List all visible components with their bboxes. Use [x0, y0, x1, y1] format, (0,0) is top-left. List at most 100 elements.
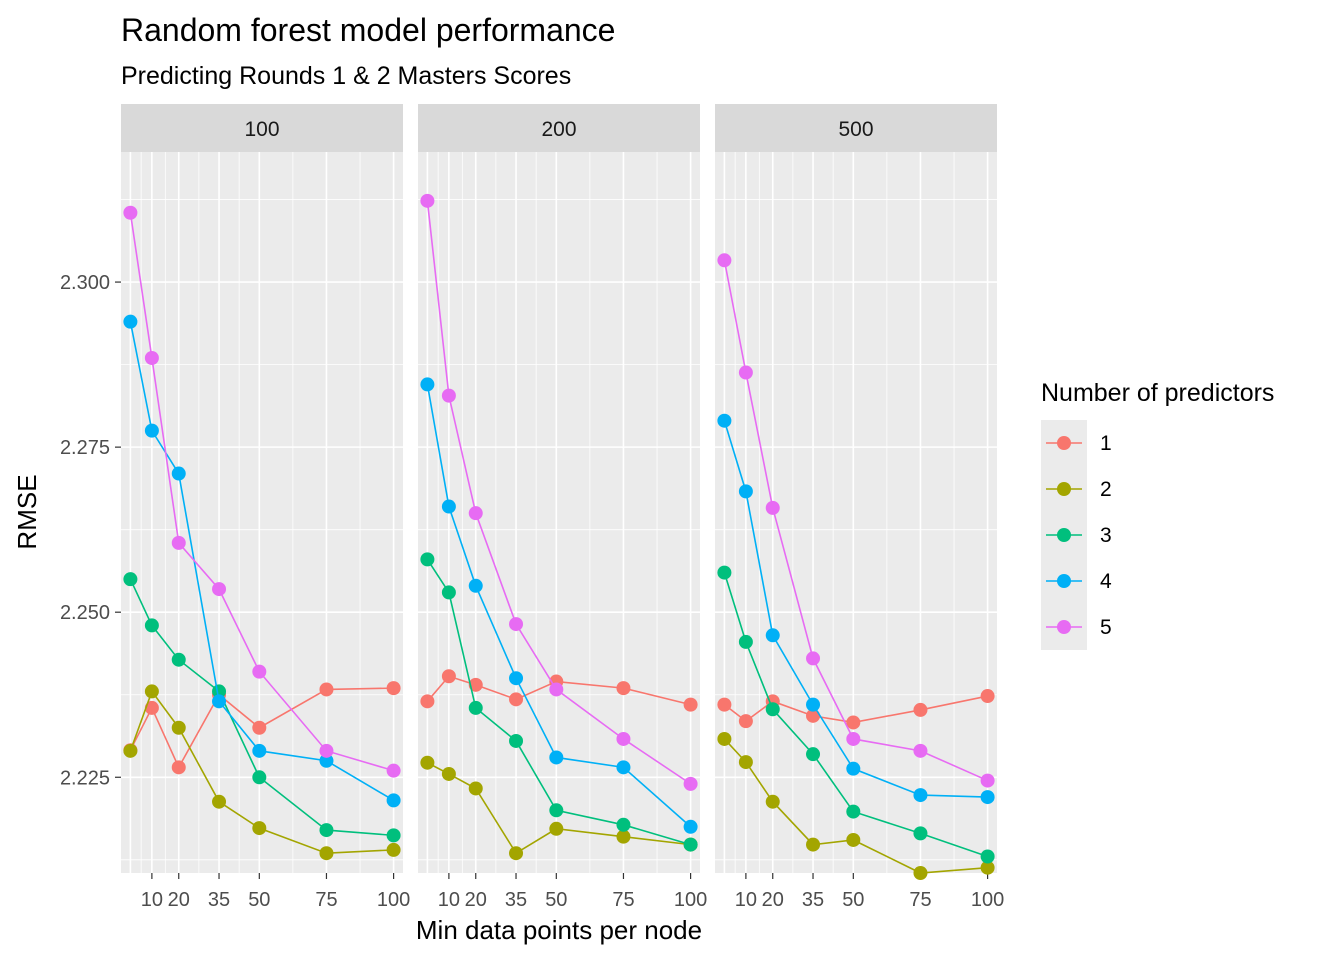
- data-point: [386, 793, 401, 808]
- data-point: [319, 823, 334, 838]
- data-point: [386, 842, 401, 857]
- legend-item-3: 3: [1046, 524, 1112, 547]
- data-point: [420, 755, 435, 770]
- data-point: [717, 253, 732, 268]
- data-point: [171, 760, 186, 775]
- series-2: [717, 731, 995, 880]
- data-point: [468, 700, 483, 715]
- data-point: [212, 684, 227, 699]
- y-tick-label: 2.275: [60, 437, 110, 459]
- data-point: [212, 794, 227, 809]
- data-point: [386, 763, 401, 778]
- data-point: [509, 617, 524, 632]
- data-point: [683, 819, 698, 834]
- series-3: [420, 552, 698, 852]
- data-point: [683, 697, 698, 712]
- data-point: [738, 365, 753, 380]
- data-point: [468, 781, 483, 796]
- legend-item-4: 4: [1046, 570, 1112, 593]
- facet-strip: [715, 104, 997, 152]
- x-tick-label: 100: [674, 889, 707, 911]
- data-point: [420, 552, 435, 567]
- data-point: [846, 761, 861, 776]
- data-point: [765, 628, 780, 643]
- data-point: [913, 866, 928, 880]
- data-point: [123, 314, 138, 329]
- panel-background: [418, 152, 700, 873]
- data-point: [717, 697, 732, 712]
- data-point: [123, 743, 138, 758]
- data-point: [806, 697, 821, 712]
- data-point: [616, 829, 631, 844]
- data-point: [441, 766, 456, 781]
- y-axis-title: RMSE: [12, 474, 42, 549]
- legend-label: 1: [1100, 432, 1112, 455]
- legend-label: 2: [1100, 478, 1112, 501]
- panel-background: [715, 152, 997, 873]
- legend-key-point: [1057, 620, 1071, 634]
- data-point: [468, 578, 483, 593]
- legend-key-point: [1057, 436, 1071, 450]
- panel-background: [121, 152, 403, 873]
- data-point: [616, 681, 631, 696]
- data-point: [980, 773, 995, 788]
- series-4: [717, 413, 995, 805]
- data-point: [171, 720, 186, 735]
- data-point: [319, 753, 334, 768]
- legend-items: 1 2 3 4 5: [1046, 432, 1112, 639]
- chart-subtitle: Predicting Rounds 1 & 2 Masters Scores: [121, 62, 571, 90]
- legend-item-5: 5: [1046, 616, 1112, 639]
- data-point: [252, 821, 267, 836]
- data-point: [420, 377, 435, 392]
- data-point: [144, 351, 159, 365]
- legend-item-2: 2: [1046, 478, 1112, 501]
- x-tick-label: 100: [971, 889, 1004, 911]
- legend-title: Number of predictors: [1041, 379, 1274, 407]
- data-point: [913, 826, 928, 841]
- data-point: [738, 755, 753, 770]
- data-point: [441, 388, 456, 403]
- data-point: [980, 849, 995, 864]
- data-point: [717, 565, 732, 580]
- facet-panel-200: 200 10 20 35 50 75 100: [418, 104, 707, 911]
- x-tick-label: 100: [377, 889, 410, 911]
- data-point: [616, 760, 631, 775]
- data-point: [171, 466, 186, 481]
- y-tick-label: 2.225: [60, 767, 110, 789]
- data-point: [386, 681, 401, 696]
- data-point: [913, 743, 928, 758]
- data-point: [171, 652, 186, 667]
- series-3: [717, 565, 995, 864]
- data-point: [846, 731, 861, 746]
- data-point: [717, 731, 732, 746]
- facet-strip-label: 200: [541, 118, 576, 141]
- facet-strip-label: 100: [244, 118, 279, 141]
- x-tick-label: 75: [909, 889, 931, 911]
- legend: Number of predictors 1 2 3 4 5: [1041, 379, 1274, 650]
- facet-strip: [121, 104, 403, 152]
- legend-label: 3: [1100, 524, 1112, 547]
- data-point: [441, 585, 456, 600]
- series-3: [123, 572, 401, 843]
- legend-label: 4: [1100, 570, 1112, 593]
- data-point: [806, 651, 821, 666]
- x-tick-label: 35: [208, 889, 230, 911]
- x-tick-label: 75: [612, 889, 634, 911]
- series-2: [420, 755, 698, 861]
- x-tick-label: 35: [802, 889, 824, 911]
- data-point: [683, 837, 698, 852]
- data-point: [846, 832, 861, 847]
- data-point: [738, 484, 753, 499]
- data-point: [616, 817, 631, 832]
- data-point: [846, 804, 861, 819]
- series-2: [123, 684, 401, 861]
- data-point: [212, 694, 227, 709]
- x-tick-label: 50: [248, 889, 270, 911]
- data-point: [846, 715, 861, 730]
- data-point: [549, 682, 564, 697]
- data-point: [171, 535, 186, 550]
- series-5: [420, 193, 698, 791]
- data-point: [765, 794, 780, 809]
- x-axis-title: Min data points per node: [416, 915, 702, 945]
- data-point: [123, 205, 138, 220]
